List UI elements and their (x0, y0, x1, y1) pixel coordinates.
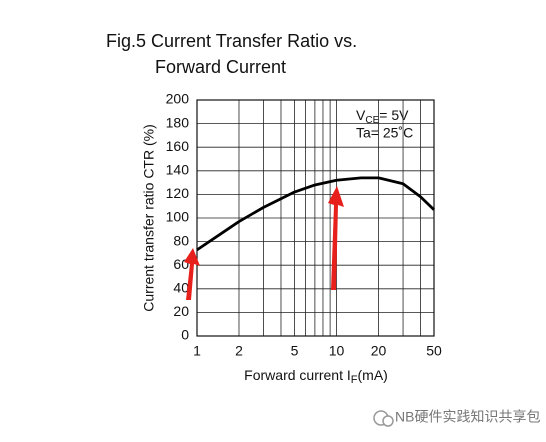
line (196, 176, 435, 252)
condition-sub: CE (365, 115, 379, 126)
x-axis-label: Forward current IF(mA) (244, 367, 388, 386)
x-tick-label: 10 (329, 343, 345, 359)
plot-frame (196, 99, 435, 337)
y-tick-label: 40 (173, 280, 189, 296)
x-tick-label: 5 (291, 343, 299, 359)
x-axis-label-main: Forward current I (244, 367, 351, 383)
y-tick-label: 200 (166, 91, 190, 107)
condition-rest: = 5V (379, 107, 409, 123)
plot-area: 0 20 40 60 80 100 120 140 160 180 200 1 2 5 10 20 50 (166, 91, 442, 359)
y-tick-label: 100 (166, 209, 190, 225)
chart-title: Forward Current (155, 57, 286, 77)
condition-main: V (356, 107, 366, 123)
y-tick-label: 180 (166, 114, 190, 130)
y-tick-label: 140 (166, 162, 190, 178)
y-tick-label: 160 (166, 138, 190, 154)
y-tick-label: 120 (166, 185, 190, 201)
x-axis-label-sub: F (351, 374, 358, 386)
y-tick-label: 80 (173, 232, 189, 248)
watermark-icon (382, 415, 394, 427)
arrow (184, 248, 200, 300)
watermark: NB硬件实践知识共享包 (373, 409, 540, 427)
x-axis-label-rest: (mA) (358, 367, 388, 383)
watermark-text: NB硬件实践知识共享包 (395, 409, 540, 425)
x-tick-label: 20 (371, 343, 387, 359)
x-tick-label: 50 (426, 343, 442, 359)
x-tick-label: 2 (235, 343, 243, 359)
y-axis-label: Current transfer ratio CTR (%) (141, 124, 157, 311)
chart-title: Fig.5 Current Transfer Ratio vs. (106, 31, 357, 51)
y-tick-label: 60 (173, 256, 189, 272)
condition: VCE= 5V (356, 107, 409, 126)
x-tick-label: 1 (193, 343, 201, 359)
y-tick-label: 0 (181, 327, 189, 343)
arrow (328, 186, 344, 290)
condition: Ta= 25˚C (356, 125, 413, 141)
y-tick-label: 20 (173, 303, 189, 319)
